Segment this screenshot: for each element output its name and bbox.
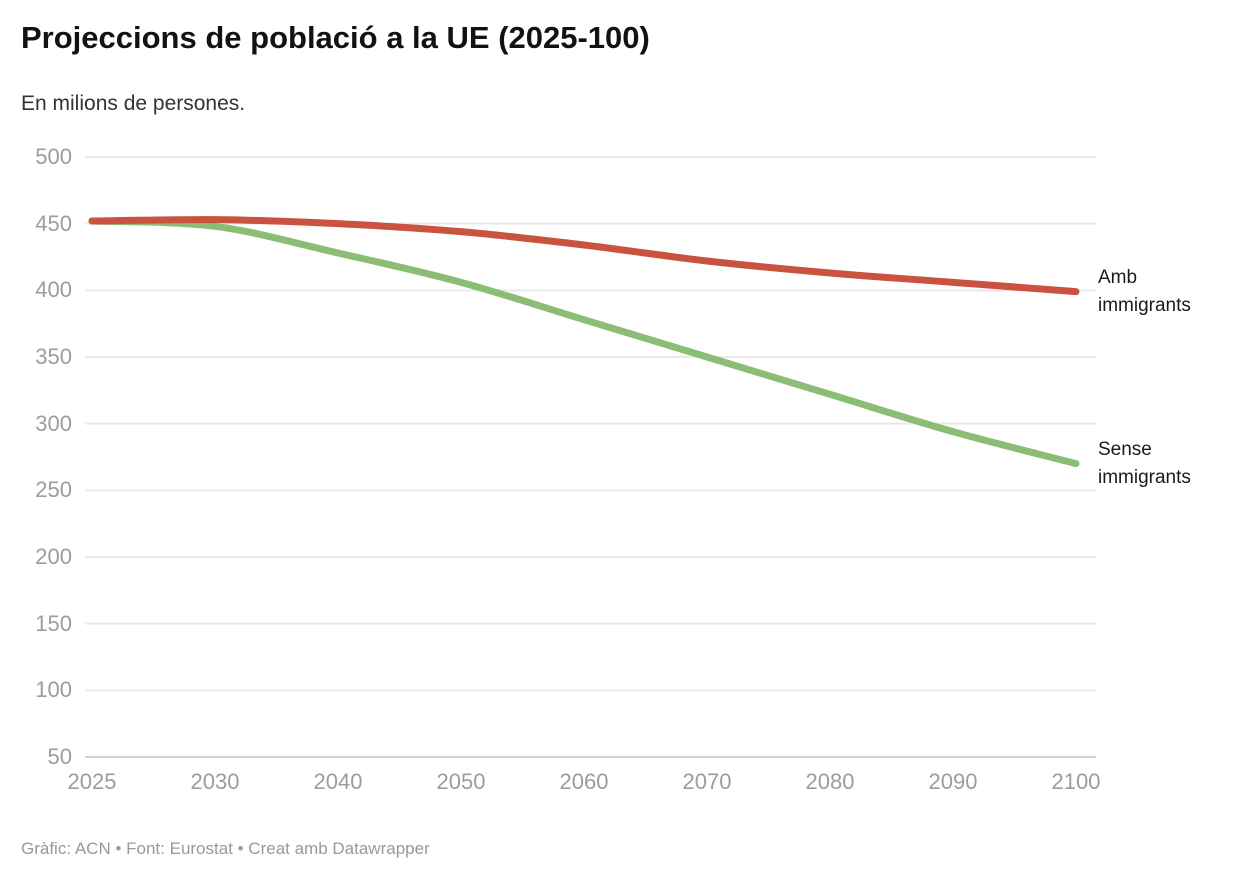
x-tick-label-2060: 2060 bbox=[559, 769, 609, 794]
y-tick-label-500: 500 bbox=[35, 144, 72, 169]
y-tick-label-400: 400 bbox=[35, 277, 72, 303]
x-tick-label-2100: 2100 bbox=[1051, 769, 1101, 794]
chart-subtitle: En milions de persones. bbox=[21, 92, 246, 115]
y-tick-label-450: 450 bbox=[35, 210, 72, 236]
series-label-amb-immigrants: Amb immigrants bbox=[1098, 266, 1191, 316]
chart-credit-footer: Gràfic: ACN • Font: Eurostat • Creat amb… bbox=[21, 839, 430, 858]
series-line-sense-immigrants bbox=[88, 217, 1080, 468]
x-tick-label-2080: 2080 bbox=[805, 769, 855, 794]
y-tick-label-250: 250 bbox=[35, 477, 72, 503]
series-label-sense-immigrants: Sense immigrants bbox=[1098, 438, 1191, 488]
y-tick-label-100: 100 bbox=[35, 677, 72, 703]
x-tick-label-2040: 2040 bbox=[313, 769, 363, 794]
chart-title: Projeccions de població a la UE (2025-10… bbox=[21, 20, 650, 55]
x-tick-label-2090: 2090 bbox=[928, 769, 978, 794]
x-tick-label-2050: 2050 bbox=[436, 769, 486, 794]
series-line-amb-immigrants bbox=[88, 216, 1080, 296]
y-tick-label-350: 350 bbox=[35, 344, 72, 369]
x-tick-label-2030: 2030 bbox=[190, 769, 240, 794]
y-tick-label-150: 150 bbox=[35, 610, 72, 636]
x-tick-label-2025: 2025 bbox=[67, 769, 117, 794]
x-tick-label-2070: 2070 bbox=[682, 769, 732, 794]
y-tick-label-50: 50 bbox=[47, 744, 72, 769]
y-tick-label-200: 200 bbox=[35, 544, 72, 569]
y-tick-label-300: 300 bbox=[35, 410, 72, 436]
